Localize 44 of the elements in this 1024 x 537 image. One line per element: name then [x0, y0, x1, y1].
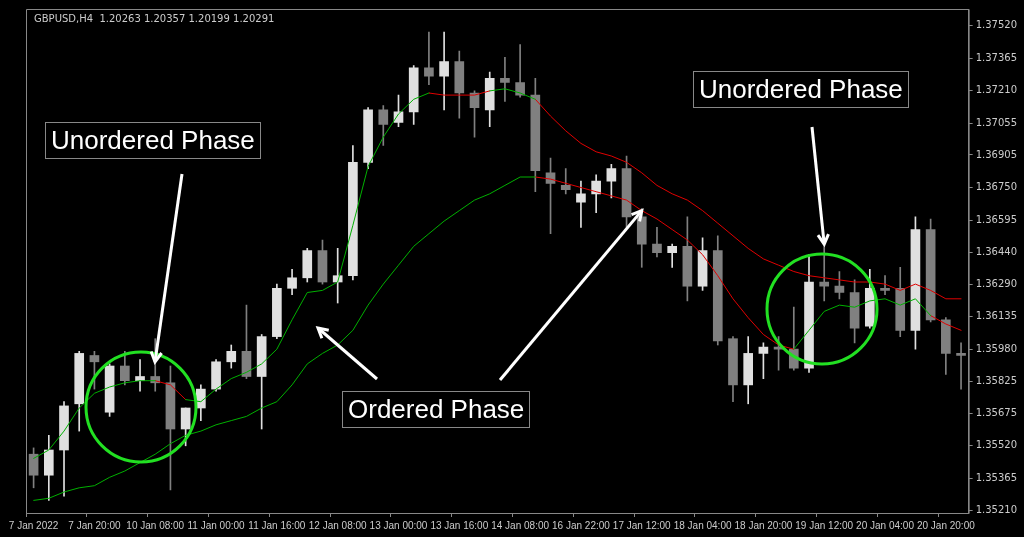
x-tick-label: 10 Jan 08:00	[126, 519, 185, 531]
y-tick-label: 1.37520	[975, 19, 1018, 31]
y-tick-label: 1.35675	[975, 406, 1018, 418]
y-tick-label: 1.35520	[975, 439, 1018, 451]
x-tick-label: 11 Jan 00:00	[187, 519, 246, 531]
annotation: Ordered Phase	[342, 391, 531, 428]
y-tick-label: 1.36750	[975, 181, 1018, 193]
candlestick	[560, 168, 571, 195]
y-tick-label: 1.35210	[975, 504, 1018, 516]
x-tick-label: 20 Jan 20:00	[916, 519, 976, 531]
candlestick	[500, 56, 510, 102]
candlestick	[880, 275, 890, 295]
x-tick-label: 17 Jan 12:00	[612, 519, 672, 531]
x-tick-label: 14 Jan 08:00	[491, 519, 550, 531]
x-tick-label: 20 Jan 04:00	[856, 519, 915, 531]
x-tick-label: 7 Jan 2022	[8, 519, 59, 531]
x-tick-label: 13 Jan 16:00	[430, 519, 489, 531]
y-tick-label: 1.37365	[975, 51, 1018, 63]
y-tick-label: 1.36135	[975, 310, 1018, 322]
x-tick-label: 7 Jan 20:00	[68, 519, 121, 531]
x-tick-label: 11 Jan 16:00	[248, 519, 306, 531]
candlestick	[439, 31, 449, 111]
x-tick-label: 13 Jan 00:00	[369, 519, 428, 531]
x-tick-label: 12 Jan 08:00	[308, 519, 368, 531]
y-tick-label: 1.36440	[975, 246, 1018, 258]
x-tick-label: 19 Jan 12:00	[795, 519, 854, 531]
y-tick-label: 1.37055	[975, 117, 1018, 129]
candlestick	[576, 180, 586, 228]
y-tick-label: 1.35980	[975, 342, 1018, 354]
y-tick-label: 1.36595	[975, 213, 1018, 225]
x-tick-label: 16 Jan 22:00	[552, 519, 611, 531]
chart-title: GBPUSD,H4 1.20263 1.20357 1.20199 1.20291	[34, 13, 275, 24]
y-tick-label: 1.35365	[975, 471, 1018, 483]
annotation: Unordered Phase	[693, 71, 909, 108]
y-tick-label: 1.36905	[975, 148, 1018, 160]
candlestick	[515, 44, 525, 98]
candlestick	[424, 31, 434, 85]
x-tick-label: 18 Jan 20:00	[734, 519, 793, 531]
x-tick-label: 18 Jan 04:00	[673, 519, 732, 531]
y-tick-label: 1.36290	[975, 277, 1018, 289]
candlestick	[956, 342, 966, 390]
y-tick-label: 1.35825	[975, 375, 1018, 387]
annotation: Unordered Phase	[45, 122, 261, 159]
y-tick-label: 1.37210	[975, 84, 1018, 96]
